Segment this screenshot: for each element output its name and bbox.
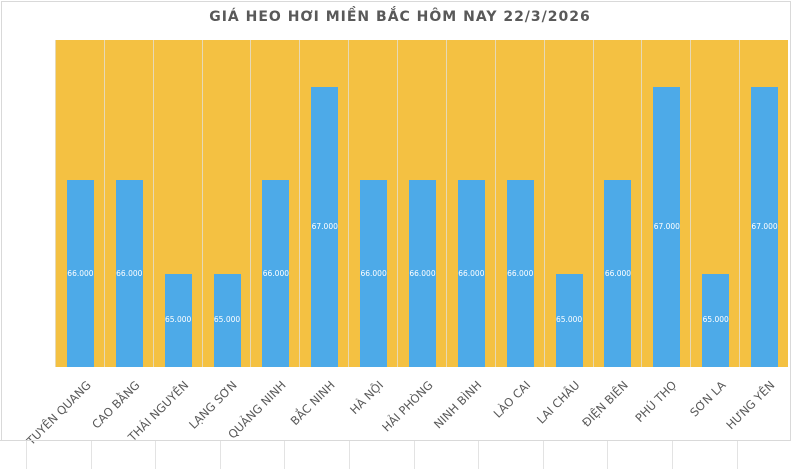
tick-mark xyxy=(155,441,156,469)
tick-mark xyxy=(220,441,221,469)
tick-mark xyxy=(284,441,285,469)
chart-title: GIÁ HEO HƠI MIỀN BẮC HÔM NAY 22/3/2026 xyxy=(209,9,591,25)
bar: 66.000 xyxy=(408,180,436,367)
bar: 66.000 xyxy=(360,180,388,367)
tick-mark xyxy=(672,441,673,469)
data-label: 66.000 xyxy=(507,268,534,278)
data-label: 66.000 xyxy=(409,268,436,278)
data-label: 65.000 xyxy=(702,315,729,325)
data-label: 67.000 xyxy=(751,221,778,231)
data-label: 66.000 xyxy=(360,268,387,278)
bar: 65.000 xyxy=(164,273,192,367)
category-column: 67.000 xyxy=(299,40,348,367)
bar: 66.000 xyxy=(506,180,534,367)
category-column: 66.000 xyxy=(348,40,397,367)
bar: 65.000 xyxy=(702,273,730,367)
data-label: 66.000 xyxy=(458,268,485,278)
tick-mark xyxy=(414,441,415,469)
bar: 67.000 xyxy=(653,86,681,367)
category-column: 67.000 xyxy=(641,40,690,367)
tick-mark xyxy=(26,441,27,469)
category-column: 65.000 xyxy=(690,40,739,367)
tick-mark xyxy=(349,441,350,469)
data-label: 66.000 xyxy=(604,268,632,278)
category-column: 67.000 xyxy=(739,40,788,367)
bar: 67.000 xyxy=(311,86,339,367)
data-label: 66.000 xyxy=(262,268,289,278)
bar: 66.000 xyxy=(262,180,290,367)
category-column: 65.000 xyxy=(543,40,593,367)
data-label: 67.000 xyxy=(311,221,338,231)
tick-mark xyxy=(91,441,92,469)
bar: 67.000 xyxy=(751,86,779,367)
category-column: 66.000 xyxy=(592,40,642,367)
data-label: 65.000 xyxy=(165,315,192,325)
bar: 66.000 xyxy=(457,180,485,367)
bottom-border xyxy=(0,440,790,441)
bar: 66.000 xyxy=(604,180,632,367)
category-column: 66.000 xyxy=(103,40,153,367)
bar: 65.000 xyxy=(213,273,241,367)
category-column: 66.000 xyxy=(250,40,299,367)
category-column: 66.000 xyxy=(494,40,544,367)
category-column: 65.000 xyxy=(201,40,251,367)
category-column: 65.000 xyxy=(152,40,202,367)
plot-area: 66.000 66.000 65.000 65.000 66.000 67.000 66.0… xyxy=(55,40,788,367)
tick-mark xyxy=(543,441,544,469)
bar: 65.000 xyxy=(555,273,583,367)
data-label: 67.000 xyxy=(653,221,680,231)
tick-mark xyxy=(478,441,479,469)
data-label: 65.000 xyxy=(555,315,583,325)
category-column: 66.000 xyxy=(55,40,104,367)
tick-mark xyxy=(607,441,608,469)
bar: 66.000 xyxy=(115,180,143,367)
data-label: 66.000 xyxy=(116,268,143,278)
bar: 66.000 xyxy=(66,180,94,367)
category-column: 66.000 xyxy=(397,40,446,367)
tick-mark xyxy=(737,441,738,469)
data-label: 65.000 xyxy=(213,315,241,325)
data-label: 66.000 xyxy=(67,268,94,278)
category-column: 66.000 xyxy=(445,40,495,367)
